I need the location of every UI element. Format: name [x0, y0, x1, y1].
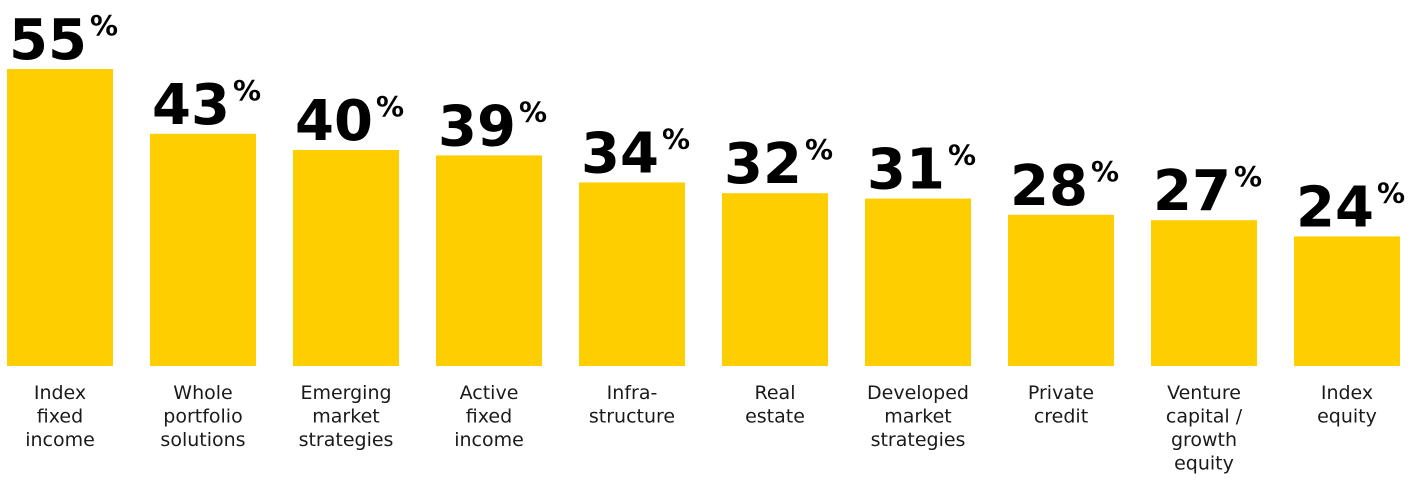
category-label-line: portfolio: [163, 406, 242, 428]
value-percent-sign: %: [90, 9, 118, 42]
value-percent-sign: %: [805, 133, 833, 166]
category-label-line: income: [454, 429, 524, 451]
value-percent-sign: %: [1234, 160, 1262, 193]
value-percent-sign: %: [519, 95, 547, 128]
value-labels-layer: 55 %43% 40% 39 %34% 32% 31% 28% 27% 24%: [9, 8, 1405, 240]
bars-layer: [7, 69, 1400, 366]
category-label-real-estate: Real estate: [745, 382, 805, 428]
category-label-line: income: [25, 429, 95, 451]
category-label-line: estate: [745, 406, 805, 428]
category-label-line: equity: [1174, 453, 1234, 475]
category-label-developed-market-strategies: Developed market strategies: [867, 382, 969, 451]
value-label-index-equity: 24%: [1296, 175, 1405, 240]
value-number: 24: [1296, 175, 1374, 240]
category-label-line: Emerging: [300, 382, 391, 404]
value-percent-sign: %: [948, 139, 976, 172]
category-label-line: capital /: [1166, 406, 1243, 428]
bar-infra-structure: [579, 182, 685, 366]
value-label-real-estate: 32%: [724, 132, 833, 197]
value-number: 32: [724, 132, 802, 197]
category-label-line: market: [884, 406, 951, 428]
category-label-line: Venture: [1167, 382, 1241, 404]
value-label-index-fixed-income: 55%: [9, 8, 118, 73]
value-number: 27: [1153, 159, 1231, 224]
bar-index-fixed-income: [7, 69, 113, 366]
bar-index-equity: [1294, 236, 1400, 366]
category-label-line: Index: [1321, 382, 1373, 404]
bar-private-credit: [1008, 214, 1114, 366]
category-label-line: strategies: [299, 429, 394, 451]
category-label-line: solutions: [160, 429, 245, 451]
value-percent-sign: %: [1091, 155, 1119, 188]
category-label-line: structure: [589, 406, 675, 428]
category-label-line: equity: [1317, 406, 1377, 428]
value-number: 39: [438, 94, 516, 159]
category-label-line: fixed: [466, 406, 512, 428]
value-percent-sign: %: [1377, 176, 1405, 209]
value-number: 40: [295, 89, 373, 154]
bar-whole-portfolio-solutions: [150, 133, 256, 366]
value-number: 43: [152, 73, 230, 138]
bar-venture-capital-growth-equity: [1151, 220, 1257, 366]
category-label-line: strategies: [871, 429, 966, 451]
category-label-index-fixed-income: Index fixed income: [25, 382, 95, 451]
value-label-whole-portfolio-solutions: 43%: [152, 73, 261, 138]
value-number: 34: [581, 121, 659, 186]
category-label-active-fixed-income: Active fixed income: [454, 382, 524, 451]
value-label-venture-capital-growth-equity: 27%: [1153, 159, 1262, 224]
category-label-venture-capital-growth-equity: Venture capital / growth equity: [1166, 382, 1243, 475]
value-label-infra-structure: 34%: [581, 121, 690, 186]
category-label-infra-structure: Infra-structure: [589, 382, 675, 428]
bar-emerging-market-strategies: [293, 150, 399, 366]
value-number: 28: [1010, 154, 1088, 219]
category-label-private-credit: Private credit: [1028, 382, 1094, 428]
value-label-active-fixed-income: 39%: [438, 94, 547, 159]
category-label-line: Whole: [173, 382, 232, 404]
category-label-line: market: [312, 406, 379, 428]
value-number: 31: [867, 138, 945, 203]
bar-real-estate: [722, 193, 828, 366]
category-label-line: growth: [1171, 429, 1237, 451]
category-label-line: Developed: [867, 382, 969, 404]
category-label-line: Real: [755, 382, 796, 404]
value-percent-sign: %: [376, 90, 404, 123]
bar-active-fixed-income: [436, 155, 542, 366]
bar-developed-market-strategies: [865, 198, 971, 366]
category-label-whole-portfolio-solutions: Whole portfolio solutions: [160, 382, 245, 451]
category-label-line: credit: [1034, 406, 1088, 428]
category-label-line: fixed: [37, 406, 83, 428]
category-label-line: Private: [1028, 382, 1094, 404]
value-label-emerging-market-strategies: 40%: [295, 89, 404, 154]
value-label-developed-market-strategies: 31%: [867, 138, 976, 203]
value-label-private-credit: 28%: [1010, 154, 1119, 219]
category-label-line: Infra-: [607, 382, 658, 404]
category-label-emerging-market-strategies: Emerging market strategies: [299, 382, 394, 451]
category-label-index-equity: Index equity: [1317, 382, 1377, 428]
category-label-line: Active: [460, 382, 519, 404]
value-percent-sign: %: [233, 74, 261, 107]
category-label-line: Index: [34, 382, 86, 404]
value-number: 55: [9, 8, 87, 73]
value-percent-sign: %: [662, 122, 690, 155]
